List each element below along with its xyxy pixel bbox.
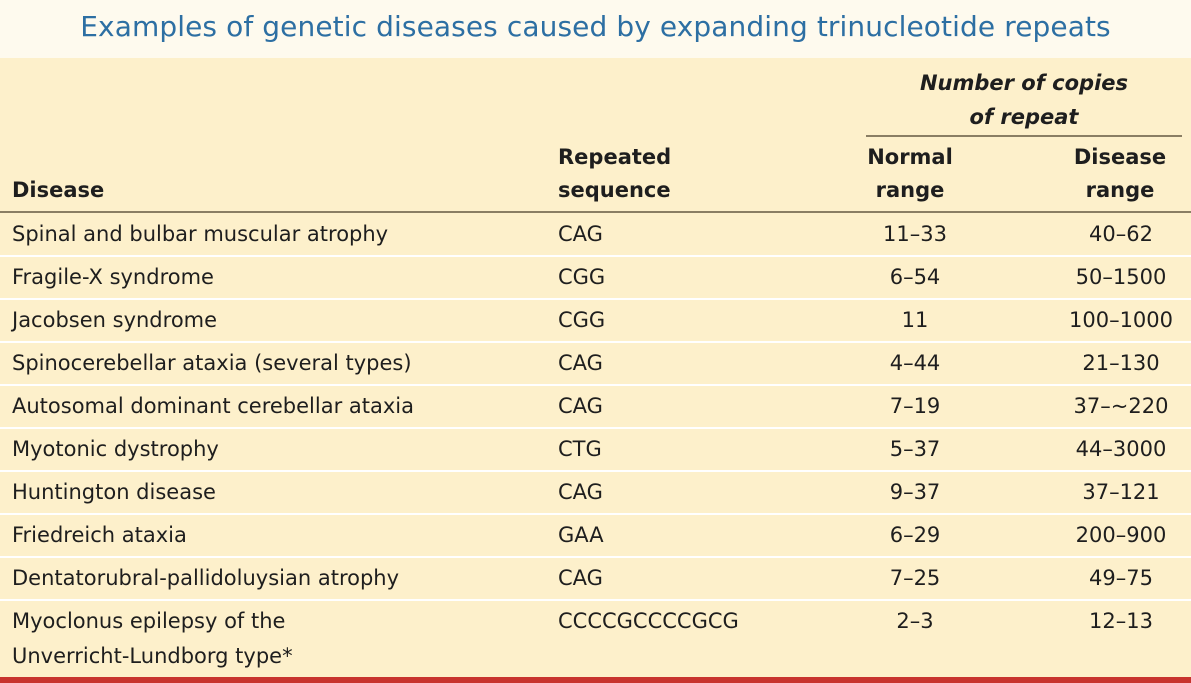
table-row: Myoclonus epilepsy of the Unverricht-Lun…	[0, 601, 1191, 681]
column-header-normal-line2: range	[875, 178, 945, 202]
column-header-sequence-line2: sequence	[558, 178, 671, 202]
disease-range-cell: 100–1000	[1068, 308, 1174, 332]
disease-cell: Dentatorubral-pallidoluysian atrophy	[12, 566, 400, 590]
disease-cell: Fragile-X syndrome	[12, 265, 214, 289]
disease-range-cell: 40–62	[1089, 222, 1153, 246]
disease-range-cell: 44–3000	[1075, 437, 1167, 461]
column-header-disease-range-line1: Disease	[1073, 145, 1167, 169]
group-header-rule	[866, 135, 1182, 137]
copies-group-header: Number of copies of repeat	[866, 66, 1182, 134]
sequence-cell: CGG	[558, 308, 606, 332]
sequence-cell: CAG	[558, 222, 603, 246]
sequence-cell: CAG	[558, 351, 603, 375]
table-row: Huntington disease CAG 9–37 37–121	[0, 472, 1191, 515]
column-header-disease: Disease	[12, 178, 105, 202]
column-header-sequence: Repeated sequence	[558, 141, 671, 207]
disease-range-cell: 12–13	[1089, 609, 1153, 633]
disease-cell: Myoclonus epilepsy of the Unverricht-Lun…	[12, 604, 293, 674]
column-header-disease-range: Disease range	[1062, 141, 1178, 207]
bottom-rule	[0, 677, 1191, 683]
sequence-cell: CAG	[558, 480, 603, 504]
disease-range-cell: 49–75	[1089, 566, 1153, 590]
disease-cell: Huntington disease	[12, 480, 216, 504]
sequence-cell: GAA	[558, 523, 604, 547]
disease-cell-line2: Unverricht-Lundborg type*	[12, 644, 293, 668]
copies-group-header-line1: Number of copies	[919, 71, 1129, 95]
disease-range-cell: 21–130	[1082, 351, 1160, 375]
table-title: Examples of genetic diseases caused by e…	[80, 10, 1111, 43]
table-row: Spinal and bulbar muscular atrophy CAG 1…	[0, 214, 1191, 257]
normal-range-cell: 11–33	[883, 222, 947, 246]
sequence-cell: CAG	[558, 394, 603, 418]
table-row: Dentatorubral-pallidoluysian atrophy CAG…	[0, 558, 1191, 601]
normal-range-cell: 9–37	[889, 480, 941, 504]
normal-range-cell: 6–54	[889, 265, 941, 289]
title-band	[0, 0, 1191, 58]
normal-range-cell: 7–25	[889, 566, 941, 590]
column-header-sequence-line1: Repeated	[558, 145, 672, 169]
table-row: Spinocerebellar ataxia (several types) C…	[0, 343, 1191, 386]
normal-range-cell: 4–44	[889, 351, 941, 375]
disease-range-cell: 50–1500	[1075, 265, 1167, 289]
table-row: Autosomal dominant cerebellar ataxia CAG…	[0, 386, 1191, 429]
table-row: Myotonic dystrophy CTG 5–37 44–3000	[0, 429, 1191, 472]
disease-cell: Jacobsen syndrome	[12, 308, 218, 332]
copies-group-header-line2: of repeat	[969, 105, 1079, 129]
column-header-normal-range: Normal range	[858, 141, 962, 207]
normal-range-cell: 2–3	[896, 609, 934, 633]
table-row: Friedreich ataxia GAA 6–29 200–900	[0, 515, 1191, 558]
disease-cell: Autosomal dominant cerebellar ataxia	[12, 394, 415, 418]
disease-range-cell: 37–121	[1082, 480, 1160, 504]
normal-range-cell: 6–29	[889, 523, 941, 547]
column-header-normal-line1: Normal	[867, 145, 953, 169]
normal-range-cell: 7–19	[889, 394, 941, 418]
normal-range-cell: 5–37	[889, 437, 941, 461]
normal-range-cell: 11	[901, 308, 929, 332]
header-rule	[0, 211, 1191, 213]
table-row: Jacobsen syndrome CGG 11 100–1000	[0, 300, 1191, 343]
disease-cell: Friedreich ataxia	[12, 523, 187, 547]
disease-cell-line1: Myoclonus epilepsy of the	[12, 609, 286, 633]
column-header-disease-range-line2: range	[1085, 178, 1155, 202]
table-row: Fragile-X syndrome CGG 6–54 50–1500	[0, 257, 1191, 300]
disease-range-cell: 37–~220	[1073, 394, 1169, 418]
disease-cell: Myotonic dystrophy	[12, 437, 219, 461]
sequence-cell: CAG	[558, 566, 603, 590]
disease-range-cell: 200–900	[1075, 523, 1167, 547]
sequence-cell: CGG	[558, 265, 606, 289]
disease-cell: Spinal and bulbar muscular atrophy	[12, 222, 389, 246]
sequence-cell: CCCCGCCCCGCG	[558, 609, 739, 633]
disease-cell: Spinocerebellar ataxia (several types)	[12, 351, 412, 375]
sequence-cell: CTG	[558, 437, 602, 461]
table-body: Spinal and bulbar muscular atrophy CAG 1…	[0, 214, 1191, 681]
